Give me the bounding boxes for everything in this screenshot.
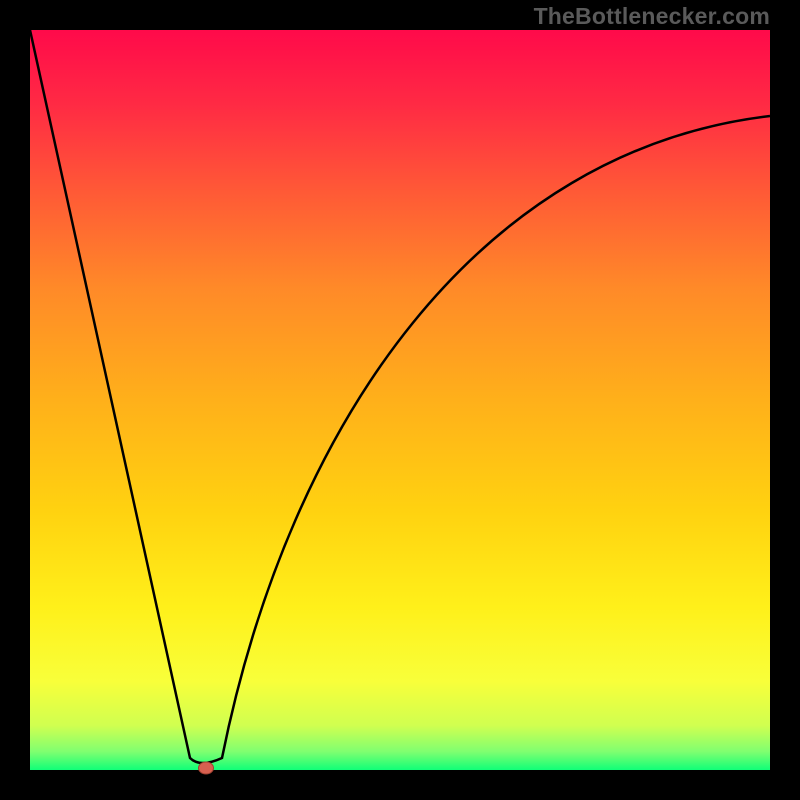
minimum-marker xyxy=(199,762,214,774)
v-curve xyxy=(0,0,800,800)
watermark-text: TheBottlenecker.com xyxy=(534,3,770,30)
curve-path xyxy=(30,30,770,763)
chart-container: TheBottlenecker.com xyxy=(0,0,800,800)
